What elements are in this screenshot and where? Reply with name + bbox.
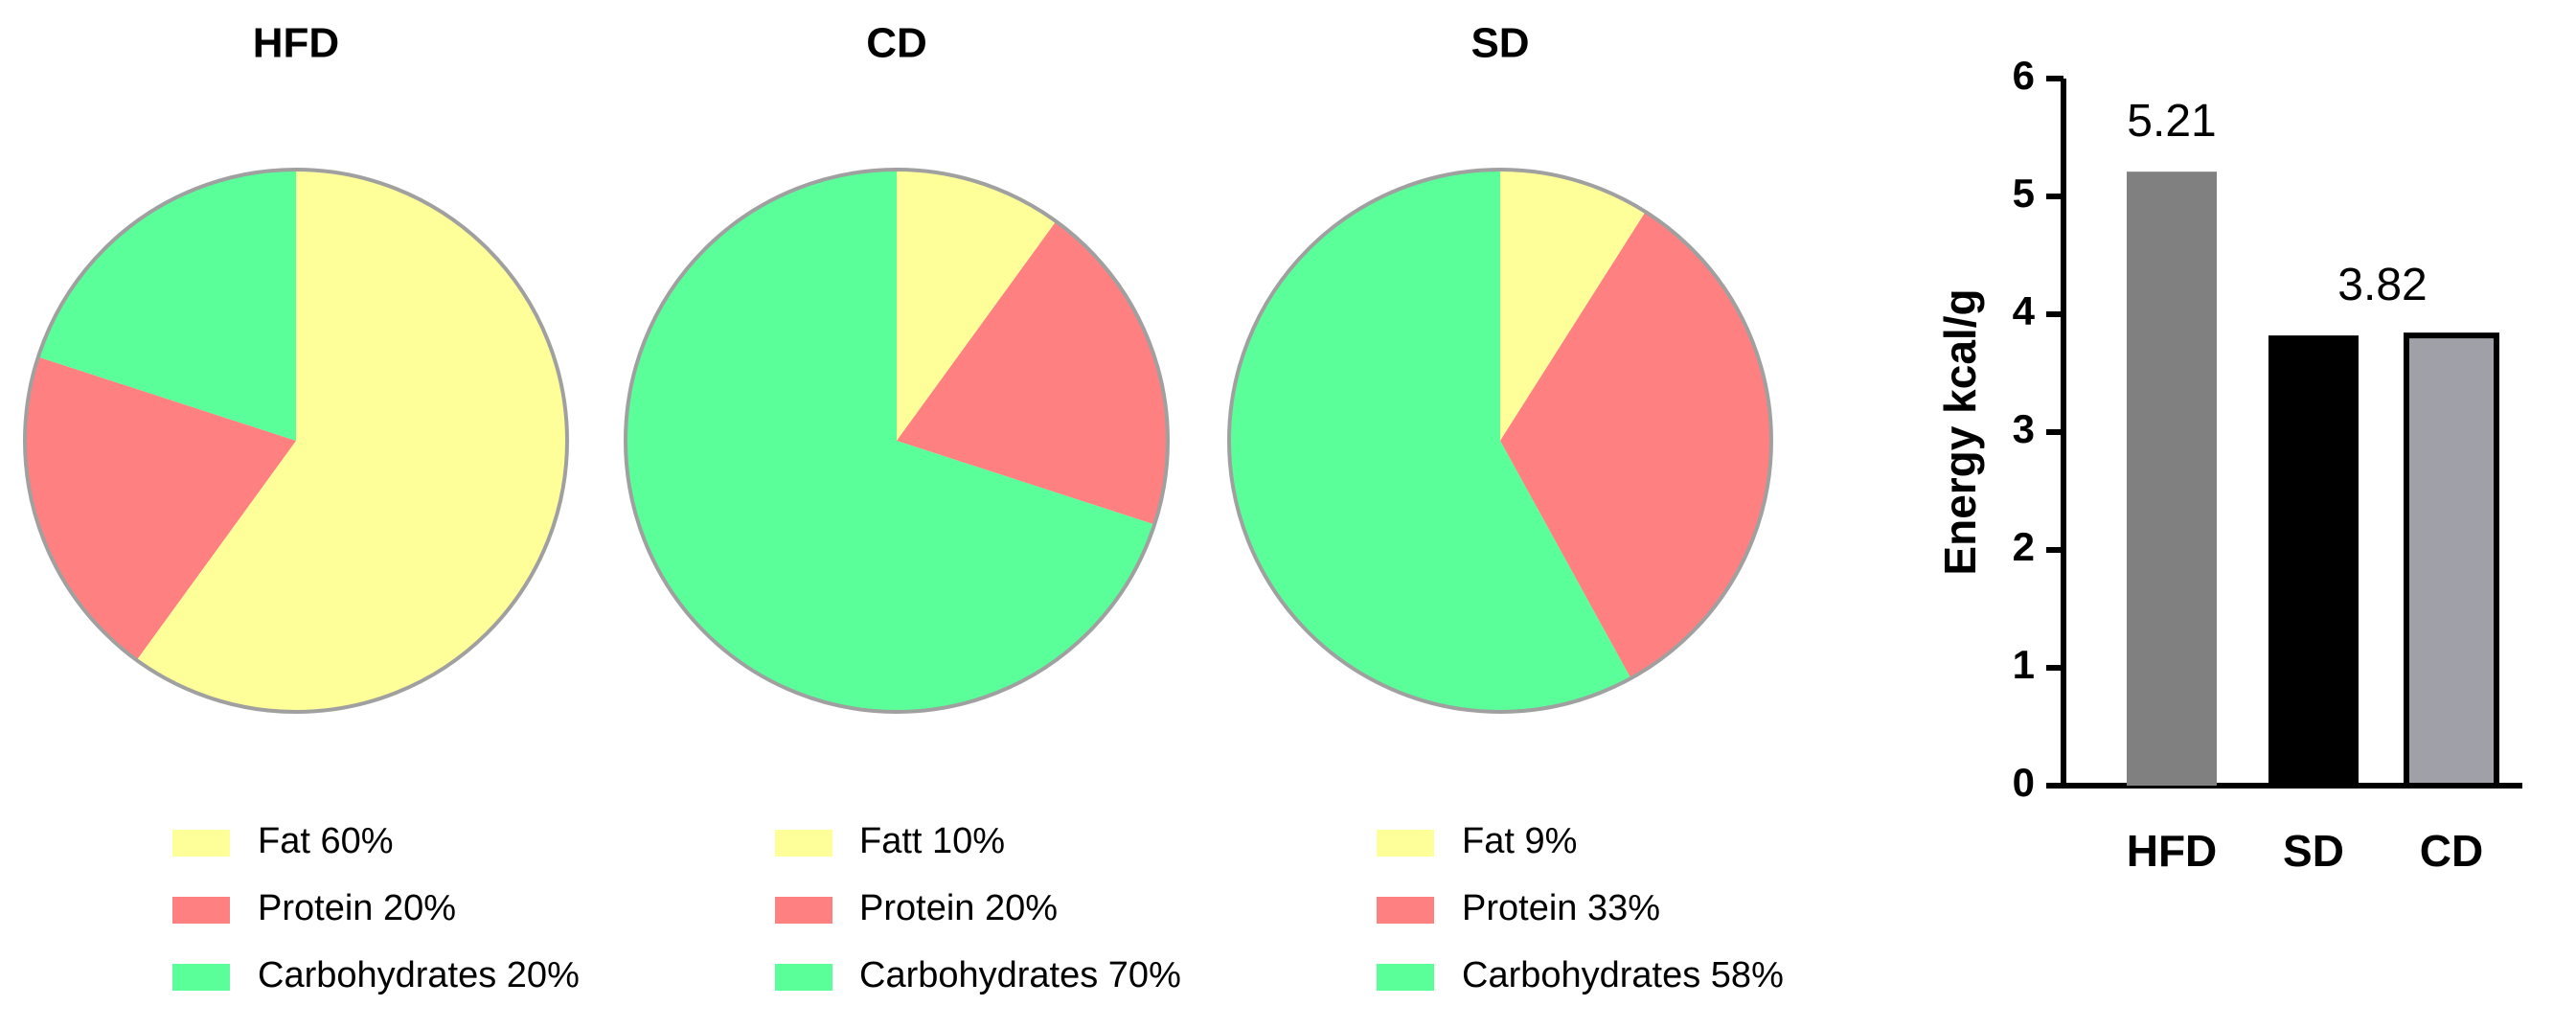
y-tick-label: 2 bbox=[2013, 524, 2035, 569]
pie-slice bbox=[626, 170, 1155, 712]
legend-label: Carbohydrates 58% bbox=[1462, 955, 1784, 995]
pie-slice bbox=[1500, 212, 1771, 678]
legend-swatch bbox=[1377, 897, 1434, 924]
pie-title: CD bbox=[866, 20, 927, 67]
x-tick-label: HFD bbox=[2127, 826, 2218, 876]
legend-swatch bbox=[775, 964, 832, 991]
x-tick-label: CD bbox=[2420, 826, 2483, 876]
y-tick-label: 5 bbox=[2013, 171, 2035, 216]
bar bbox=[2127, 172, 2217, 787]
value-label: 3.82 bbox=[2337, 260, 2427, 310]
x-tick-label: SD bbox=[2283, 826, 2344, 876]
y-tick-label: 3 bbox=[2013, 406, 2035, 451]
legend-swatch bbox=[172, 830, 230, 857]
legend-label: Fat 60% bbox=[258, 821, 394, 861]
y-tick-label: 4 bbox=[2013, 288, 2036, 333]
legend-label: Protein 20% bbox=[258, 888, 456, 928]
legend-label: Protein 20% bbox=[859, 888, 1058, 928]
bar bbox=[2404, 332, 2499, 789]
legend-swatch bbox=[172, 897, 230, 924]
pie-outline bbox=[23, 168, 569, 714]
pie-title: HFD bbox=[253, 20, 339, 67]
pie-slice bbox=[136, 169, 568, 712]
legend-swatch bbox=[775, 830, 832, 857]
legend-swatch bbox=[1377, 964, 1434, 991]
y-tick-label: 0 bbox=[2013, 760, 2035, 805]
y-axis-label: Energy kcal/g bbox=[1935, 288, 1985, 575]
y-tick-label: 1 bbox=[2013, 642, 2035, 687]
pie-slice bbox=[897, 221, 1169, 525]
legend-label: Fatt 10% bbox=[859, 821, 1005, 861]
pie-slice bbox=[1500, 170, 1646, 441]
pie-title: SD bbox=[1470, 20, 1529, 67]
pie-slice bbox=[897, 170, 1057, 441]
pie-slice bbox=[37, 170, 296, 441]
legend-swatch bbox=[775, 897, 832, 924]
legend-label: Carbohydrates 70% bbox=[859, 955, 1181, 995]
pie-slice bbox=[1229, 170, 1631, 713]
legend-label: Protein 33% bbox=[1462, 888, 1660, 928]
bar bbox=[2268, 335, 2359, 786]
value-label: 5.21 bbox=[2127, 96, 2216, 147]
legend-swatch bbox=[1377, 830, 1434, 857]
pie-outline bbox=[1227, 168, 1773, 714]
legend-swatch bbox=[172, 964, 230, 991]
pie-slice bbox=[24, 356, 296, 660]
pie-outline bbox=[624, 168, 1170, 714]
legend-label: Carbohydrates 20% bbox=[258, 955, 580, 995]
y-tick-label: 6 bbox=[2013, 53, 2035, 98]
legend-label: Fat 9% bbox=[1462, 821, 1577, 861]
